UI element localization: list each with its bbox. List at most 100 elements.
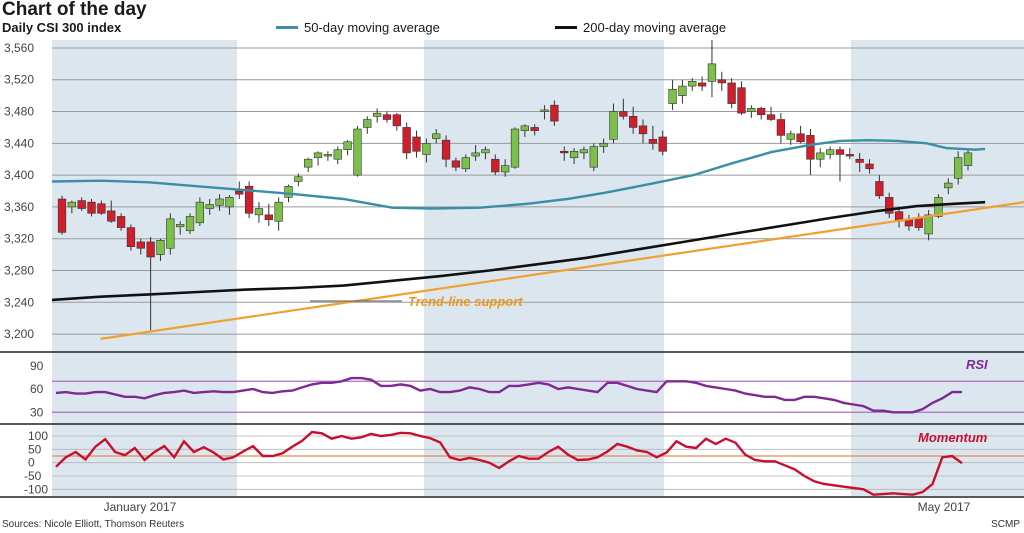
rsi-tick-label: 30 [30,405,44,419]
candle-body [806,135,815,160]
candle-body [954,157,963,179]
candle-body [353,128,362,176]
legend-ma50-label: 50-day moving average [304,20,440,35]
candle-body [382,114,392,120]
candle-body [215,198,224,206]
candle-body [422,143,431,155]
candle-body [166,218,175,249]
price-tick-label: 3,520 [4,73,34,87]
legend-ma200: 200-day moving average [555,20,726,35]
candle-body [688,81,697,87]
price-tick-label: 3,440 [4,136,34,150]
chart-subtitle: Daily CSI 300 index [2,20,122,35]
candle-body [195,201,205,224]
candle-body [461,157,470,170]
candle-body [274,201,283,222]
momentum-tick-label: -50 [24,469,42,483]
candle-body [668,88,677,104]
candle-body [707,63,717,82]
legend-ma50-swatch [276,26,298,29]
candle-body [501,165,510,173]
candle-body [825,149,835,155]
candle-body [766,114,776,120]
candle-body [737,87,746,114]
ma50-line [51,138,986,210]
ma200-line [51,200,986,302]
candle-body [550,104,559,122]
candle-body [343,141,352,150]
price-tick-label: 3,560 [4,41,34,55]
candle-body [116,216,126,228]
month-shade-0 [52,40,237,496]
candle-body [599,143,608,147]
candle-body [471,152,480,157]
candle-body [264,214,273,220]
candle-body [560,150,569,154]
candle-body [156,240,165,255]
candle-body [816,152,825,160]
legend-ma50: 50-day moving average [276,20,440,35]
candle-body [530,127,539,131]
candle-body [323,154,333,157]
candle-body [865,163,874,170]
price-tick-label: 3,280 [4,264,34,278]
candle-body [796,133,805,143]
price-tick-label: 3,320 [4,232,34,246]
candle-body [254,208,264,216]
candle-body [678,85,687,96]
candle-body [609,111,618,140]
price-tick-label: 3,480 [4,105,34,119]
candle-body [579,149,589,154]
candle-body [658,136,667,152]
candle-body [520,125,529,131]
candle-body [934,197,943,217]
candle-body [924,214,933,235]
candle-body [244,185,254,214]
candle-body [402,127,411,154]
candle-body [107,210,116,222]
candle-body [835,149,845,155]
candle-body [87,201,96,214]
price-tick-label: 3,200 [4,327,34,341]
candle-body [126,227,136,247]
candle-body [432,133,441,139]
candle-body [875,181,884,197]
rsi-tick-label: 90 [30,359,44,373]
momentum-tick-label: 100 [28,429,48,443]
candle-body [304,158,313,168]
candle-body [412,136,421,152]
candle-body [727,82,736,104]
candle-body [185,216,195,232]
candle-body [176,224,185,228]
price-tick-label: 3,240 [4,295,34,309]
candle-body [747,108,756,112]
legend-ma200-swatch [555,26,577,29]
month-shade-2 [851,40,1024,496]
credit-note: SCMP [991,519,1020,530]
candle-body [205,204,214,209]
candle-body [57,198,67,233]
candle-body [776,119,786,136]
candle-body [481,149,490,154]
candle-body [97,203,106,214]
momentum-tick-label: 50 [28,442,42,456]
candle-body [510,128,520,168]
month-shade-1 [424,40,664,496]
candle-body [363,119,372,128]
candle-body [589,146,598,168]
candle-body [944,182,953,189]
momentum-tick-label: 0 [28,456,35,470]
candle-body [885,197,894,214]
candle-body [540,109,549,112]
trend-annotation: Trend-line support [408,294,523,309]
candle-body [294,176,303,182]
candle-body [77,200,86,209]
candle-body [914,217,923,228]
candle-body [786,133,795,140]
price-tick-label: 3,400 [4,168,34,182]
candle-body [235,190,244,195]
candle-body [441,139,451,160]
candle-body [372,112,382,117]
candle-body [963,152,973,166]
